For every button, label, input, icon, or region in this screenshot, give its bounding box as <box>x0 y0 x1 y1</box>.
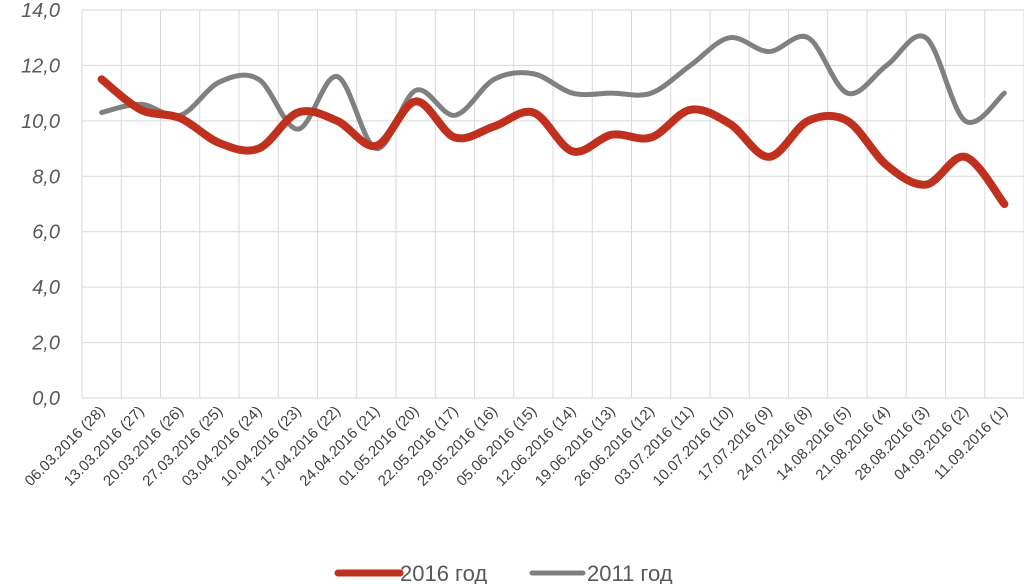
y-tick-label: 4,0 <box>32 277 60 299</box>
legend-label-2011: 2011 год <box>587 561 673 584</box>
legend-label-2016: 2016 год <box>400 561 487 584</box>
y-axis-ticks: 0,0 2,0 4,0 6,0 8,0 10,0 12,0 14,0 <box>21 0 60 410</box>
series-line-2016 <box>97 75 1009 208</box>
y-tick-label: 6,0 <box>32 222 60 244</box>
series-lines <box>97 33 1009 208</box>
y-tick-label: 8,0 <box>32 166 60 188</box>
y-tick-label: 2,0 <box>31 333 60 355</box>
y-tick-label: 14,0 <box>21 0 60 22</box>
y-tick-label: 10,0 <box>21 111 60 133</box>
y-tick-label: 0,0 <box>32 388 60 410</box>
x-axis-ticks: 06.03.2016 (28)13.03.2016 (27)20.03.2016… <box>22 403 1012 490</box>
gridlines <box>81 9 1024 399</box>
legend: 2016 год 2011 год <box>334 561 673 584</box>
y-tick-label: 12,0 <box>21 55 60 77</box>
